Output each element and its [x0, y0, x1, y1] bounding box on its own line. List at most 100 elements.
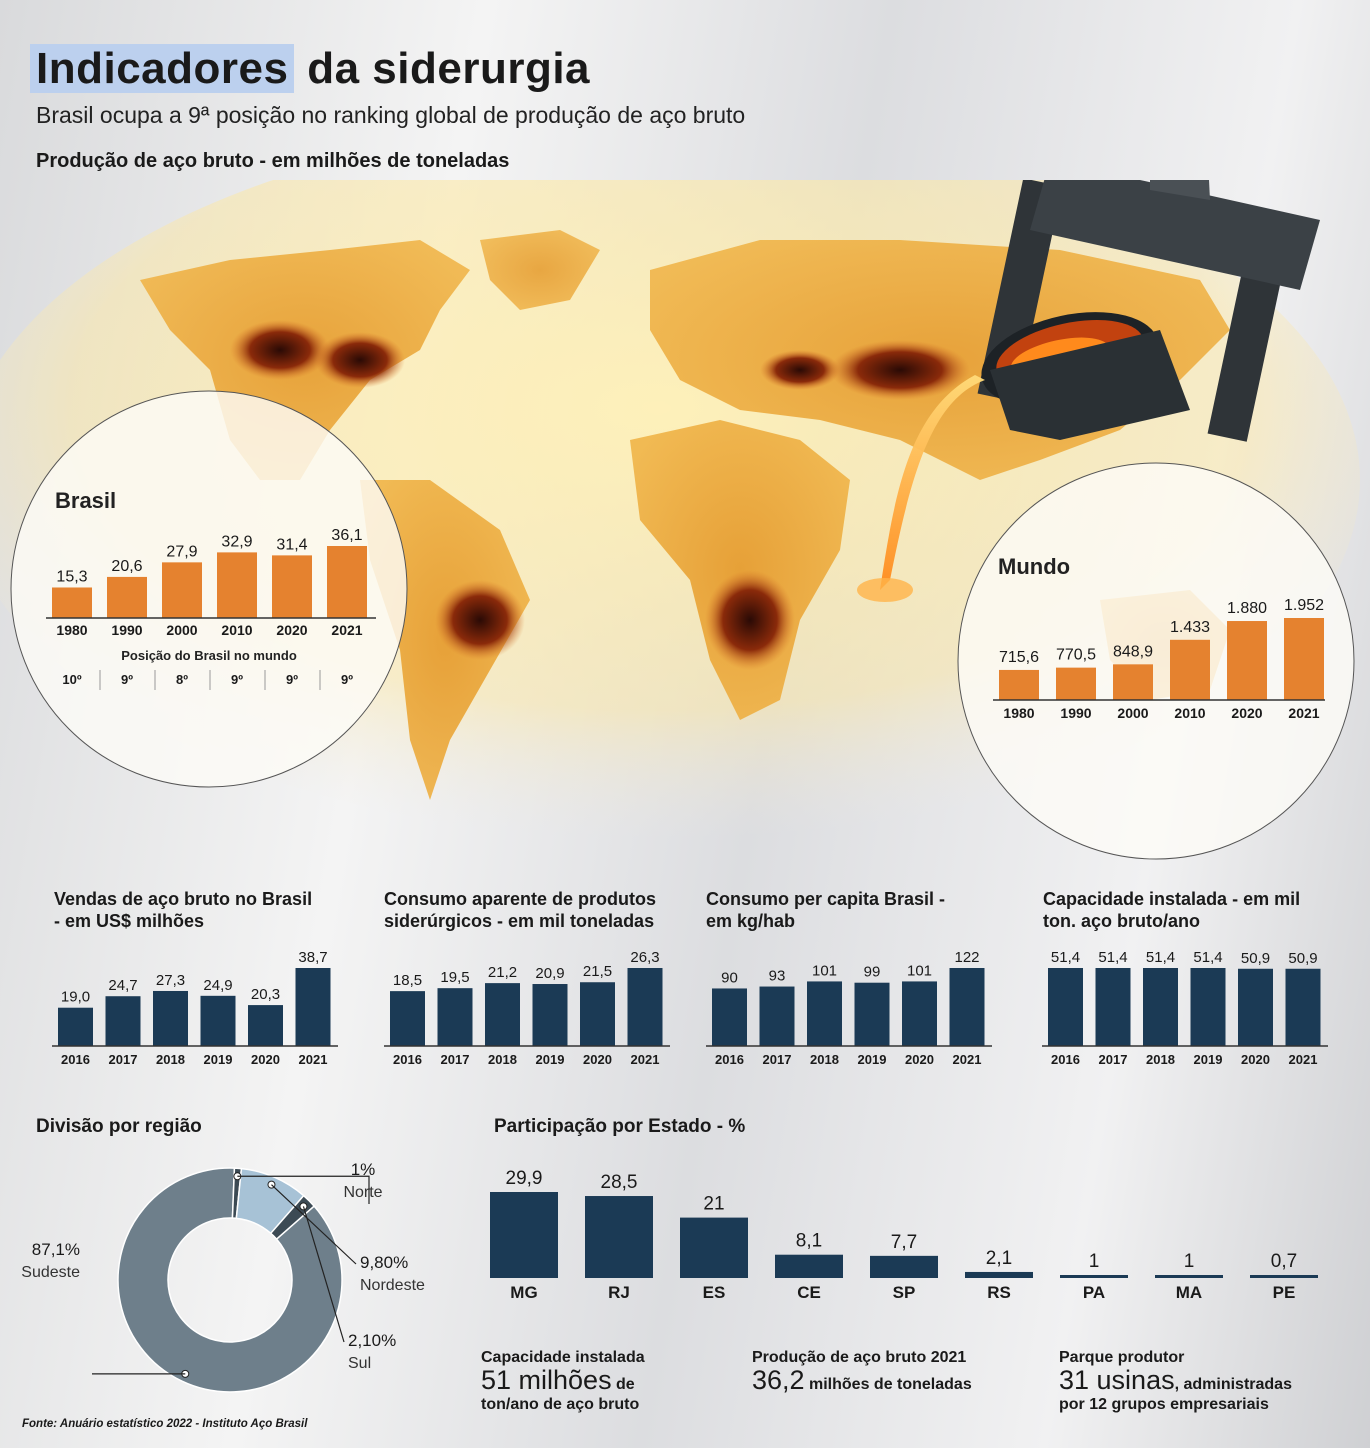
fact-producao-after: milhões de toneladas [804, 1376, 972, 1393]
capacidade-title: Capacidade instalada - em mil ton. aço b… [1043, 888, 1343, 932]
bar-capacidade-2018 [1143, 968, 1178, 1046]
value-label-percapita-2021: 122 [954, 949, 979, 966]
value-label-percapita-2016: 90 [721, 969, 738, 986]
chart-brasil: Brasil 15,3 1980 20,6 1990 27,9 2000 32,9 2010 3… [10, 390, 408, 788]
tick-label-percapita-2017: 2017 [763, 1052, 792, 1067]
bar-estado-MG [490, 1192, 558, 1278]
tick-label-estado-CE: CE [797, 1283, 821, 1302]
tick-label-capacidade-2016: 2016 [1051, 1052, 1080, 1067]
tick-label-estado-ES: ES [703, 1283, 726, 1302]
fact-capacidade: Capacidade instalada 51 milhões de ton/a… [481, 1348, 645, 1415]
value-label-capacidade-2017: 51,4 [1098, 949, 1127, 966]
bar-estado-SP [870, 1255, 938, 1278]
value-label-estado-SP: 7,7 [891, 1232, 917, 1253]
value-label-mundo-2000: 848,9 [1113, 643, 1153, 660]
tick-label-vendas-2019: 2019 [204, 1052, 233, 1067]
pct-label-sul: 2,10% [348, 1331, 396, 1350]
tick-label-vendas-2020: 2020 [251, 1052, 280, 1067]
fact-capacidade-big: 51 milhões [481, 1365, 612, 1395]
value-label-estado-MG: 29,9 [506, 1168, 543, 1189]
value-label-percapita-2017: 93 [769, 968, 786, 985]
bar-brasil-2010 [217, 552, 257, 618]
bar-percapita-2017 [759, 986, 795, 1046]
tick-label-percapita-2018: 2018 [810, 1052, 839, 1067]
ladle-illustration [977, 180, 1320, 442]
tick-label-estado-PE: PE [1273, 1283, 1296, 1302]
bar-vendas-2019 [200, 995, 236, 1046]
value-label-mundo-1980: 715,6 [999, 649, 1039, 666]
tick-label-capacidade-2020: 2020 [1241, 1052, 1270, 1067]
fact-capacidade-line3: ton/ano de aço bruto [481, 1396, 640, 1413]
bar-capacidade-2017 [1095, 968, 1131, 1046]
bar-mundo-2000 [1113, 664, 1153, 700]
percapita-title: Consumo per capita Brasil - em kg/hab [706, 888, 1006, 932]
tick-label-consumo-2018: 2018 [488, 1052, 517, 1067]
tick-label-mundo-2010: 2010 [1174, 705, 1205, 721]
value-label-mundo-2021: 1.952 [1284, 597, 1324, 614]
value-label-brasil-2021: 36,1 [331, 527, 362, 544]
chart-estado: 29,9 MG 28,5 RJ 21 ES 8,1 CE 7,7 SP 2,1 RS 1 PA 1 MA 0,7… [490, 1168, 1318, 1302]
chart-capacidade: 51,4 2016 51,4 2017 51,4 2018 51,4 2019 50,9 2020… [1042, 949, 1328, 1067]
bar-mundo-2020 [1227, 621, 1267, 700]
bar-capacidade-2016 [1048, 968, 1083, 1046]
value-label-estado-RS: 2,1 [986, 1248, 1012, 1269]
bar-vendas-2016 [58, 1007, 93, 1046]
value-label-brasil-2000: 27,9 [166, 543, 197, 560]
tick-label-vendas-2018: 2018 [156, 1052, 185, 1067]
value-label-consumo-2019: 20,9 [535, 965, 564, 982]
bar-estado-RJ [585, 1196, 653, 1278]
tick-label-estado-SP: SP [893, 1283, 916, 1302]
bar-vendas-2018 [153, 990, 188, 1046]
bar-percapita-2019 [854, 982, 890, 1046]
page-title: Indicadores da siderurgia [30, 44, 590, 94]
bar-consumo-2020 [580, 982, 615, 1046]
value-label-capacidade-2020: 50,9 [1241, 950, 1270, 967]
percapita-title-line2: em kg/hab [706, 911, 796, 931]
consumo-title-line2: siderúrgicos - em mil toneladas [384, 911, 655, 931]
value-label-percapita-2019: 99 [864, 964, 881, 981]
value-label-vendas-2017: 24,7 [108, 977, 137, 994]
page-subtitle: Brasil ocupa a 9ª posição no ranking glo… [36, 102, 746, 128]
value-label-brasil-2010: 32,9 [221, 533, 252, 550]
value-label-vendas-2016: 19,0 [61, 989, 90, 1006]
bar-percapita-2020 [902, 981, 937, 1046]
value-label-estado-RJ: 28,5 [601, 1172, 638, 1193]
bar-consumo-2016 [390, 991, 425, 1046]
chart-mundo-title: Mundo [998, 554, 1070, 579]
pct-label-sudeste: 87,1% [32, 1240, 80, 1259]
bar-mundo-2010 [1170, 639, 1210, 700]
chart-vendas: 19,0 2016 24,7 2017 27,3 2018 24,9 2019 20,3 2020… [52, 949, 338, 1067]
fact-producao: Produção de aço bruto 2021 36,2 milhões … [752, 1348, 972, 1395]
value-label-mundo-2010: 1.433 [1170, 619, 1210, 636]
tick-label-capacidade-2018: 2018 [1146, 1052, 1175, 1067]
chart-brasil-title: Brasil [55, 488, 116, 513]
capacidade-title-line1: Capacidade instalada - em mil [1043, 889, 1301, 909]
tick-label-vendas-2016: 2016 [61, 1052, 90, 1067]
rank-label-2000: 8º [176, 672, 188, 687]
bar-vendas-2020 [248, 1005, 283, 1046]
tick-label-estado-RS: RS [987, 1283, 1011, 1302]
chart-brasil-rank-title: Posição do Brasil no mundo [121, 648, 297, 663]
bar-estado-PE [1250, 1275, 1318, 1278]
bar-estado-MA [1155, 1275, 1223, 1278]
tick-label-consumo-2016: 2016 [393, 1052, 422, 1067]
tick-label-vendas-2017: 2017 [109, 1052, 138, 1067]
tick-label-mundo-2020: 2020 [1231, 705, 1262, 721]
fact-producao-value-line: 36,2 milhões de toneladas [752, 1367, 972, 1395]
fact-parque-after: , administradas [1174, 1376, 1292, 1393]
region-label-nordeste: Nordeste [360, 1277, 425, 1294]
value-label-percapita-2020: 101 [907, 962, 932, 979]
value-label-vendas-2020: 20,3 [251, 986, 280, 1003]
tick-label-estado-MG: MG [510, 1283, 537, 1302]
bar-mundo-2021 [1284, 618, 1324, 700]
chart-mundo: Mundo 715,6 1980 770,5 1990 848,9 2000 1.433 20… [957, 462, 1355, 860]
tick-label-percapita-2020: 2020 [905, 1052, 934, 1067]
tick-label-percapita-2016: 2016 [715, 1052, 744, 1067]
leader-line-nordeste [271, 1184, 357, 1265]
fact-producao-big: 36,2 [752, 1365, 805, 1395]
value-label-percapita-2018: 101 [812, 962, 837, 979]
vendas-title: Vendas de aço bruto no Brasil - em US$ m… [54, 888, 354, 932]
leader-line-norte [237, 1175, 370, 1204]
tick-label-mundo-1990: 1990 [1060, 705, 1091, 721]
bar-vendas-2017 [105, 996, 141, 1046]
